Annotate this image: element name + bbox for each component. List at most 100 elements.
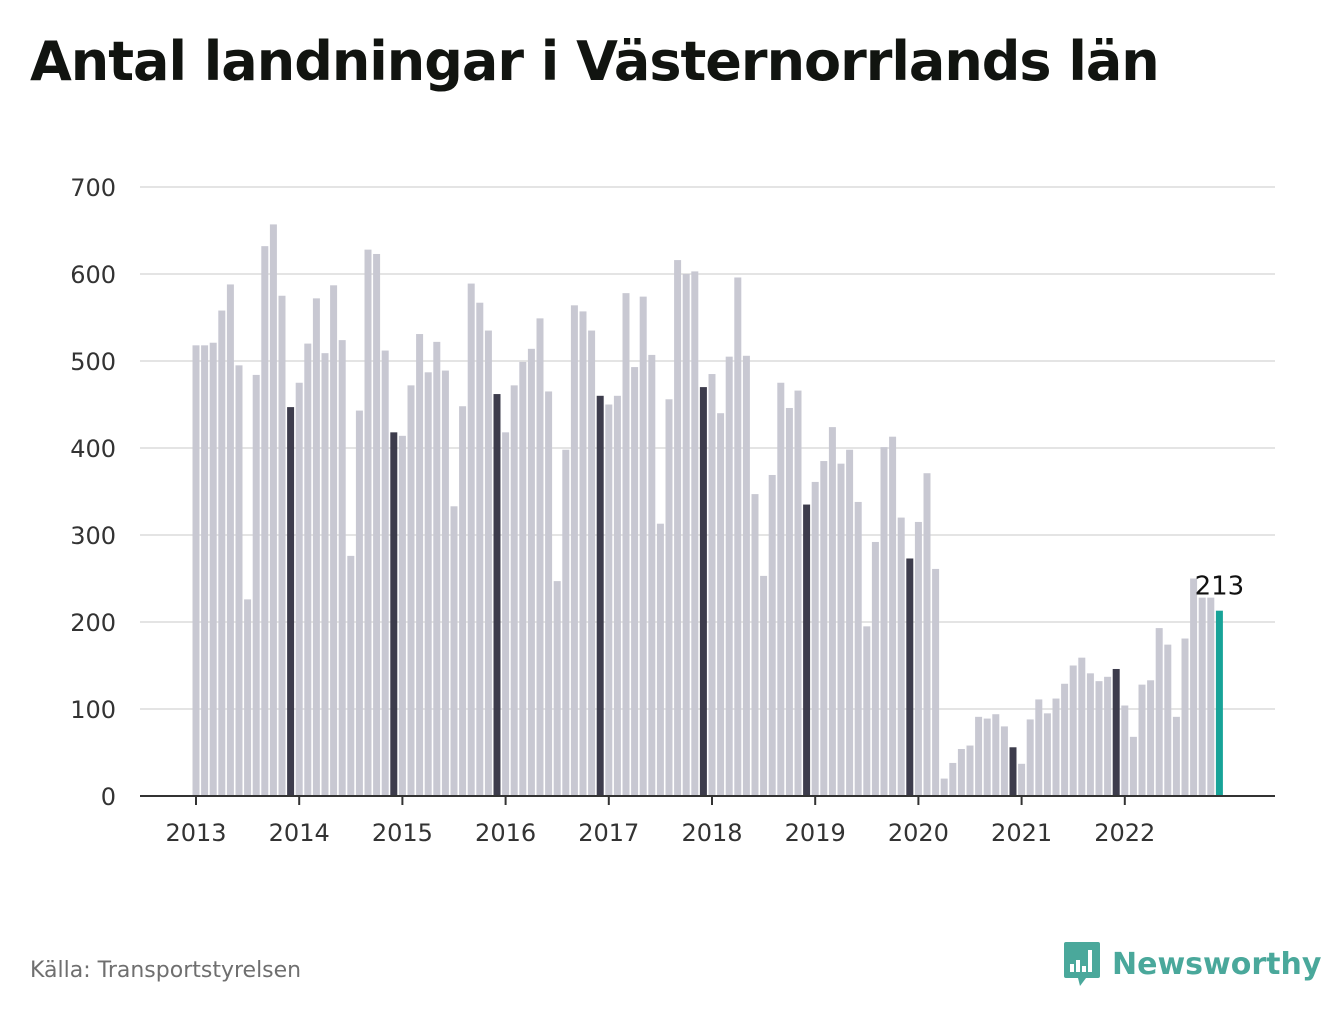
bar	[1052, 698, 1060, 796]
bar	[1138, 684, 1146, 796]
bar	[846, 449, 854, 796]
bar	[932, 568, 940, 796]
bar	[519, 361, 527, 796]
bar	[1181, 638, 1189, 796]
bar	[347, 555, 355, 796]
bar	[467, 283, 475, 796]
x-tick-label: 2016	[475, 819, 536, 847]
bar	[742, 355, 750, 796]
bar	[304, 343, 312, 796]
bar	[1043, 713, 1051, 796]
bar	[1155, 628, 1163, 796]
bar	[433, 341, 441, 796]
bar	[906, 558, 914, 796]
x-tick-label: 2018	[681, 819, 742, 847]
x-tick-label: 2014	[269, 819, 330, 847]
bar	[373, 253, 381, 797]
bar	[1000, 726, 1008, 796]
bar	[863, 626, 871, 796]
bar	[682, 274, 690, 796]
y-tick-label: 400	[70, 435, 116, 463]
y-tick-label: 100	[70, 696, 116, 724]
bar	[355, 410, 363, 796]
bar	[1129, 736, 1137, 796]
y-tick-label: 200	[70, 609, 116, 637]
bar	[545, 391, 553, 796]
bar	[674, 260, 682, 797]
bar	[889, 436, 897, 796]
bar	[1078, 657, 1086, 796]
bar	[1061, 683, 1069, 796]
bar	[1026, 719, 1034, 796]
bar	[527, 348, 535, 796]
bar	[536, 318, 544, 796]
bar	[579, 311, 587, 796]
brand-logo: Newsworthy	[1062, 940, 1321, 988]
bar	[226, 284, 234, 796]
bar	[476, 302, 484, 796]
bar	[269, 224, 277, 796]
bar	[1009, 747, 1017, 796]
bar	[940, 778, 948, 796]
bar	[407, 385, 415, 796]
bar	[330, 285, 338, 796]
bar	[390, 432, 398, 796]
bar	[484, 330, 492, 796]
bar	[957, 749, 965, 796]
bar	[321, 353, 329, 796]
bar	[708, 374, 716, 796]
bar	[1172, 716, 1180, 796]
x-tick-label: 2021	[991, 819, 1052, 847]
bar	[966, 745, 974, 796]
bar	[751, 494, 759, 796]
bar	[949, 762, 957, 796]
bar	[1215, 610, 1223, 796]
bar	[235, 365, 243, 796]
bar	[562, 449, 570, 796]
bar-chart-bubble-icon	[1064, 942, 1100, 986]
bar	[656, 523, 664, 796]
bar	[570, 305, 578, 796]
bar	[828, 427, 836, 796]
bar	[1198, 597, 1206, 796]
bar	[975, 716, 983, 796]
bar	[871, 541, 879, 796]
bar	[613, 395, 621, 796]
bar	[278, 295, 286, 796]
x-tick-label: 2019	[785, 819, 846, 847]
bar	[416, 334, 424, 796]
bar	[502, 432, 510, 796]
bar	[820, 461, 828, 796]
bar	[880, 447, 888, 796]
x-tick-label: 2020	[888, 819, 949, 847]
bar	[811, 481, 819, 796]
gridlines	[140, 186, 1275, 710]
bar	[1112, 668, 1120, 796]
bar	[717, 413, 725, 796]
y-tick-label: 600	[70, 261, 116, 289]
bar	[1121, 705, 1129, 796]
bar	[441, 370, 449, 796]
bar	[923, 473, 931, 796]
bar	[295, 382, 303, 796]
bar	[510, 385, 518, 796]
bar	[218, 310, 226, 796]
bar	[622, 293, 630, 796]
bar	[424, 372, 432, 796]
bar	[803, 504, 811, 796]
brand-name: Newsworthy	[1112, 946, 1322, 982]
bar	[691, 271, 699, 796]
bar	[192, 345, 200, 796]
bar	[1086, 673, 1094, 796]
bar	[768, 474, 776, 796]
bar	[734, 277, 742, 797]
bar	[312, 298, 320, 796]
bars	[192, 224, 1223, 797]
y-tick-label: 0	[101, 783, 116, 811]
x-tick-label: 2022	[1094, 819, 1155, 847]
bar	[1190, 578, 1198, 796]
bar	[364, 249, 372, 796]
bar	[605, 404, 613, 796]
bar	[1104, 676, 1112, 796]
